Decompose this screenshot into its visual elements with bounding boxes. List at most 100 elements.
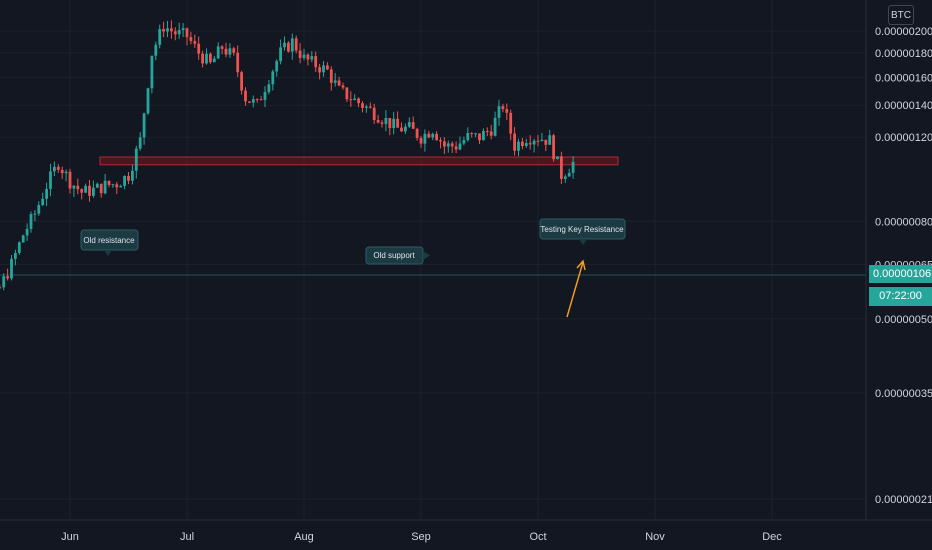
candle-down <box>505 109 509 113</box>
time-tick-label: Aug <box>294 531 314 543</box>
candle-up <box>556 156 559 160</box>
candle-down <box>107 180 111 185</box>
candle-down <box>68 171 72 189</box>
candle-up <box>310 56 314 60</box>
candle-down <box>127 175 130 181</box>
candle-down <box>88 185 91 196</box>
candle-down <box>236 52 240 73</box>
price-tick-label: 0.00000021 <box>875 494 932 506</box>
candle-down <box>193 41 197 44</box>
testing-key-resistance-label: Testing Key Resistance <box>540 225 624 234</box>
candle-up <box>462 140 466 144</box>
time-tick-label: Jul <box>180 531 194 543</box>
candle-down <box>0 287 2 289</box>
candle-up <box>21 235 25 243</box>
old-support-callout[interactable]: Old support <box>365 246 430 265</box>
price-tick-label: 0.00000180 <box>875 48 932 60</box>
candle-up <box>458 143 462 150</box>
candle-up <box>158 29 162 45</box>
time-axis[interactable]: Jun Jul Aug Sep Oct Nov Dec <box>61 531 782 543</box>
candle-down <box>427 133 431 138</box>
candle-up <box>166 28 169 32</box>
candle-up <box>181 28 185 31</box>
old-resistance-callout[interactable]: Old resistance <box>80 229 139 256</box>
bar-countdown: 07:22:00 <box>869 287 932 306</box>
candle-down <box>380 122 384 124</box>
candle-up <box>431 133 435 138</box>
candle-down <box>220 46 224 49</box>
candle-up <box>131 170 134 181</box>
candle-down <box>361 103 364 108</box>
candle-down <box>544 139 548 145</box>
candle-up <box>279 47 282 62</box>
candle-down <box>80 189 84 193</box>
resistance-zone[interactable] <box>99 156 619 166</box>
candle-down <box>232 48 236 53</box>
price-tick-label: 0.00000080 <box>875 216 932 228</box>
candle-down <box>485 131 489 133</box>
symbol-badge[interactable]: BTC <box>888 5 914 25</box>
candle-down <box>341 85 345 88</box>
candle-up <box>493 117 497 136</box>
candle-down <box>388 117 392 129</box>
candle-up <box>302 54 306 59</box>
candle-up <box>275 61 279 72</box>
price-tick-label: 0.00000140 <box>875 100 932 112</box>
candle-down <box>509 112 513 134</box>
current-price-tag: 0.00000106 <box>869 265 932 283</box>
candle-up <box>134 148 138 171</box>
candle-up <box>333 80 337 83</box>
candle-up <box>423 133 427 144</box>
time-tick-label: Sep <box>411 531 431 543</box>
price-tick-label: 0.00000035 <box>875 388 932 400</box>
candle-down <box>536 140 540 142</box>
vertical-grid <box>69 0 773 520</box>
horizontal-grid <box>0 30 866 500</box>
price-tick-label: 0.00000160 <box>875 72 932 84</box>
price-axis[interactable]: 0.00000200 0.00000180 0.00000160 0.00000140… <box>875 26 932 506</box>
candle-down <box>314 56 318 68</box>
time-tick-label: Oct <box>529 531 546 543</box>
candle-up <box>548 135 552 145</box>
price-tick-label: 0.00000050 <box>875 314 932 326</box>
candle-down <box>185 28 189 38</box>
candle-up <box>392 118 396 129</box>
candle-down <box>259 99 263 101</box>
candle-up <box>111 184 115 186</box>
testing-key-resistance-callout[interactable]: Testing Key Resistance <box>539 218 626 245</box>
candle-down <box>306 54 310 60</box>
candle-down <box>396 118 399 128</box>
candle-down <box>357 98 360 104</box>
candle-up <box>33 213 37 215</box>
old-resistance-label: Old resistance <box>83 236 135 245</box>
candle-down <box>368 106 372 108</box>
candle-down <box>439 140 442 142</box>
candle-down <box>244 90 247 102</box>
candle-down <box>478 133 481 141</box>
candle-up <box>263 92 267 100</box>
candle-up <box>540 139 544 141</box>
candle-up <box>146 88 150 114</box>
up-arrow-icon[interactable] <box>566 259 586 318</box>
candle-down <box>345 87 349 100</box>
candle-down <box>197 43 201 54</box>
candle-down <box>454 146 458 150</box>
candle-up <box>142 113 146 138</box>
candle-down <box>298 50 302 59</box>
candle-up <box>53 166 56 172</box>
candle-down <box>224 48 228 55</box>
price-tick-label: 0.00000120 <box>875 132 932 144</box>
candle-down <box>521 141 524 147</box>
candle-down <box>415 128 419 138</box>
candle-up <box>92 187 95 196</box>
candle-up <box>571 161 575 173</box>
candle-up <box>517 141 520 151</box>
candle-down <box>287 42 290 52</box>
candle-up <box>138 137 142 149</box>
candle-up <box>532 140 536 145</box>
candle-up <box>365 106 368 108</box>
candle-up <box>103 180 107 194</box>
candle-down <box>6 276 9 279</box>
